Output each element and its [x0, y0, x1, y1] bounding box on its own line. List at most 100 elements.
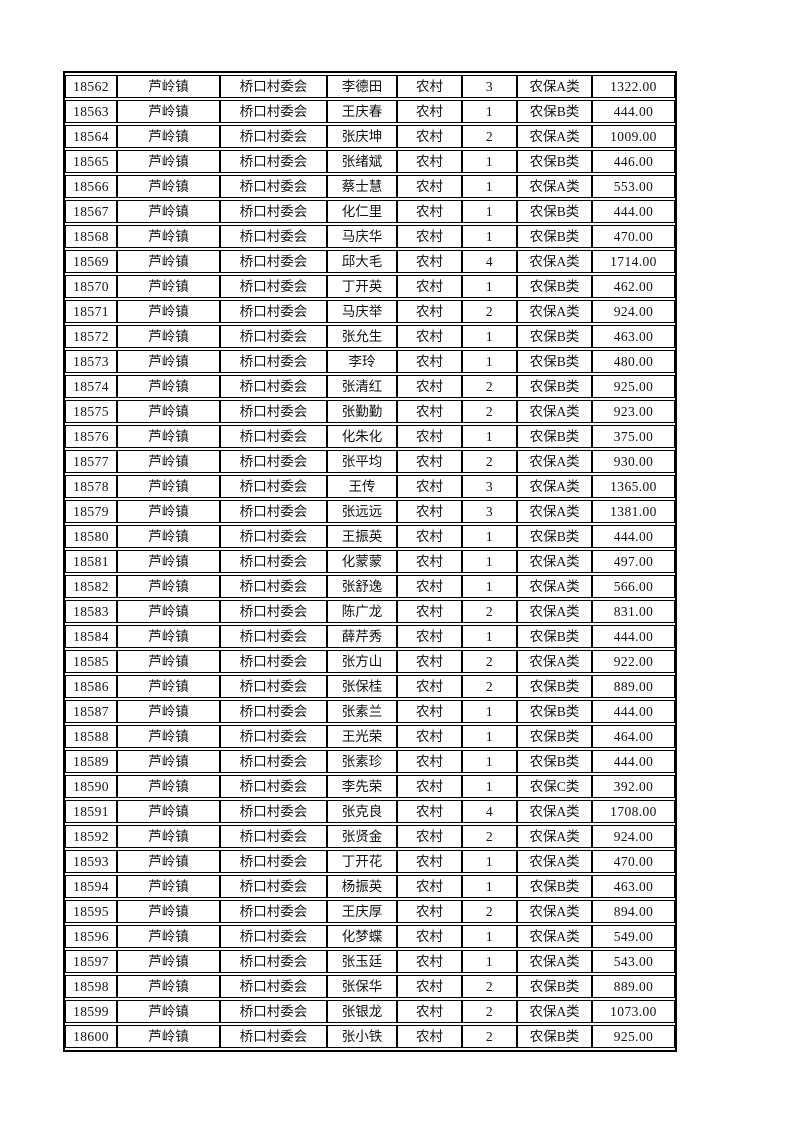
village-committee-cell: 桥口村委会 — [220, 300, 327, 323]
person-count-cell: 1 — [462, 275, 517, 298]
insurance-category-cell: 农保A类 — [517, 1000, 592, 1023]
household-type-cell: 农村 — [397, 125, 462, 148]
household-type-cell: 农村 — [397, 825, 462, 848]
person-count-cell: 4 — [462, 250, 517, 273]
insurance-category-cell: 农保B类 — [517, 350, 592, 373]
household-type-cell: 农村 — [397, 925, 462, 948]
insurance-category-cell: 农保A类 — [517, 550, 592, 573]
household-type-cell: 农村 — [397, 400, 462, 423]
person-name-cell: 陈广龙 — [327, 600, 397, 623]
insurance-category-cell: 农保A类 — [517, 400, 592, 423]
person-count-cell: 1 — [462, 875, 517, 898]
amount-cell: 1714.00 — [592, 250, 675, 273]
record-id-cell: 18597 — [65, 950, 117, 973]
person-name-cell: 张克良 — [327, 800, 397, 823]
household-type-cell: 农村 — [397, 275, 462, 298]
town-cell: 芦岭镇 — [117, 750, 220, 773]
record-id-cell: 18562 — [65, 75, 117, 98]
town-cell: 芦岭镇 — [117, 900, 220, 923]
record-id-cell: 18583 — [65, 600, 117, 623]
household-type-cell: 农村 — [397, 700, 462, 723]
person-name-cell: 马庆华 — [327, 225, 397, 248]
amount-cell: 1322.00 — [592, 75, 675, 98]
record-id-cell: 18594 — [65, 875, 117, 898]
table-row: 18568 芦岭镇 桥口村委会 马庆华 农村 1 农保B类 470.00 — [65, 225, 675, 248]
person-count-cell: 1 — [462, 525, 517, 548]
household-type-cell: 农村 — [397, 200, 462, 223]
person-count-cell: 1 — [462, 200, 517, 223]
household-type-cell: 农村 — [397, 950, 462, 973]
table-row: 18585 芦岭镇 桥口村委会 张方山 农村 2 农保A类 922.00 — [65, 650, 675, 673]
town-cell: 芦岭镇 — [117, 525, 220, 548]
amount-cell: 1708.00 — [592, 800, 675, 823]
household-type-cell: 农村 — [397, 175, 462, 198]
insurance-category-cell: 农保B类 — [517, 275, 592, 298]
household-type-cell: 农村 — [397, 500, 462, 523]
residents-insurance-table: 18562 芦岭镇 桥口村委会 李德田 农村 3 农保A类 1322.00 18563 芦岭镇 桥口… — [63, 71, 677, 1052]
insurance-category-cell: 农保A类 — [517, 500, 592, 523]
insurance-category-cell: 农保B类 — [517, 425, 592, 448]
table-row: 18574 芦岭镇 桥口村委会 张清红 农村 2 农保B类 925.00 — [65, 375, 675, 398]
record-id-cell: 18563 — [65, 100, 117, 123]
household-type-cell: 农村 — [397, 650, 462, 673]
record-id-cell: 18579 — [65, 500, 117, 523]
amount-cell: 392.00 — [592, 775, 675, 798]
insurance-category-cell: 农保A类 — [517, 650, 592, 673]
village-committee-cell: 桥口村委会 — [220, 1025, 327, 1048]
table-row: 18586 芦岭镇 桥口村委会 张保桂 农村 2 农保B类 889.00 — [65, 675, 675, 698]
town-cell: 芦岭镇 — [117, 300, 220, 323]
table-row: 18584 芦岭镇 桥口村委会 薛芹秀 农村 1 农保B类 444.00 — [65, 625, 675, 648]
amount-cell: 1365.00 — [592, 475, 675, 498]
record-id-cell: 18577 — [65, 450, 117, 473]
person-name-cell: 化梦蝶 — [327, 925, 397, 948]
record-id-cell: 18571 — [65, 300, 117, 323]
person-name-cell: 王庆厚 — [327, 900, 397, 923]
town-cell: 芦岭镇 — [117, 675, 220, 698]
amount-cell: 462.00 — [592, 275, 675, 298]
person-name-cell: 化蒙蒙 — [327, 550, 397, 573]
person-name-cell: 张绪斌 — [327, 150, 397, 173]
village-committee-cell: 桥口村委会 — [220, 825, 327, 848]
village-committee-cell: 桥口村委会 — [220, 575, 327, 598]
table-row: 18580 芦岭镇 桥口村委会 王振英 农村 1 农保B类 444.00 — [65, 525, 675, 548]
person-name-cell: 丁开英 — [327, 275, 397, 298]
village-committee-cell: 桥口村委会 — [220, 100, 327, 123]
table-row: 18591 芦岭镇 桥口村委会 张克良 农村 4 农保A类 1708.00 — [65, 800, 675, 823]
record-id-cell: 18574 — [65, 375, 117, 398]
household-type-cell: 农村 — [397, 575, 462, 598]
record-id-cell: 18566 — [65, 175, 117, 198]
amount-cell: 553.00 — [592, 175, 675, 198]
person-count-cell: 1 — [462, 725, 517, 748]
household-type-cell: 农村 — [397, 375, 462, 398]
person-count-cell: 1 — [462, 950, 517, 973]
table-row: 18571 芦岭镇 桥口村委会 马庆举 农村 2 农保A类 924.00 — [65, 300, 675, 323]
table-row: 18592 芦岭镇 桥口村委会 张贤金 农村 2 农保A类 924.00 — [65, 825, 675, 848]
amount-cell: 444.00 — [592, 700, 675, 723]
person-name-cell: 张小铁 — [327, 1025, 397, 1048]
record-id-cell: 18567 — [65, 200, 117, 223]
village-committee-cell: 桥口村委会 — [220, 700, 327, 723]
insurance-category-cell: 农保B类 — [517, 325, 592, 348]
village-committee-cell: 桥口村委会 — [220, 350, 327, 373]
household-type-cell: 农村 — [397, 1000, 462, 1023]
amount-cell: 464.00 — [592, 725, 675, 748]
town-cell: 芦岭镇 — [117, 700, 220, 723]
village-committee-cell: 桥口村委会 — [220, 625, 327, 648]
household-type-cell: 农村 — [397, 75, 462, 98]
person-name-cell: 张远远 — [327, 500, 397, 523]
person-count-cell: 2 — [462, 675, 517, 698]
insurance-category-cell: 农保A类 — [517, 300, 592, 323]
insurance-category-cell: 农保A类 — [517, 925, 592, 948]
village-committee-cell: 桥口村委会 — [220, 650, 327, 673]
person-name-cell: 蔡士慧 — [327, 175, 397, 198]
insurance-category-cell: 农保A类 — [517, 825, 592, 848]
village-committee-cell: 桥口村委会 — [220, 1000, 327, 1023]
village-committee-cell: 桥口村委会 — [220, 475, 327, 498]
record-id-cell: 18585 — [65, 650, 117, 673]
record-id-cell: 18586 — [65, 675, 117, 698]
village-committee-cell: 桥口村委会 — [220, 675, 327, 698]
table-row: 18590 芦岭镇 桥口村委会 李先荣 农村 1 农保C类 392.00 — [65, 775, 675, 798]
amount-cell: 831.00 — [592, 600, 675, 623]
person-name-cell: 李先荣 — [327, 775, 397, 798]
town-cell: 芦岭镇 — [117, 500, 220, 523]
